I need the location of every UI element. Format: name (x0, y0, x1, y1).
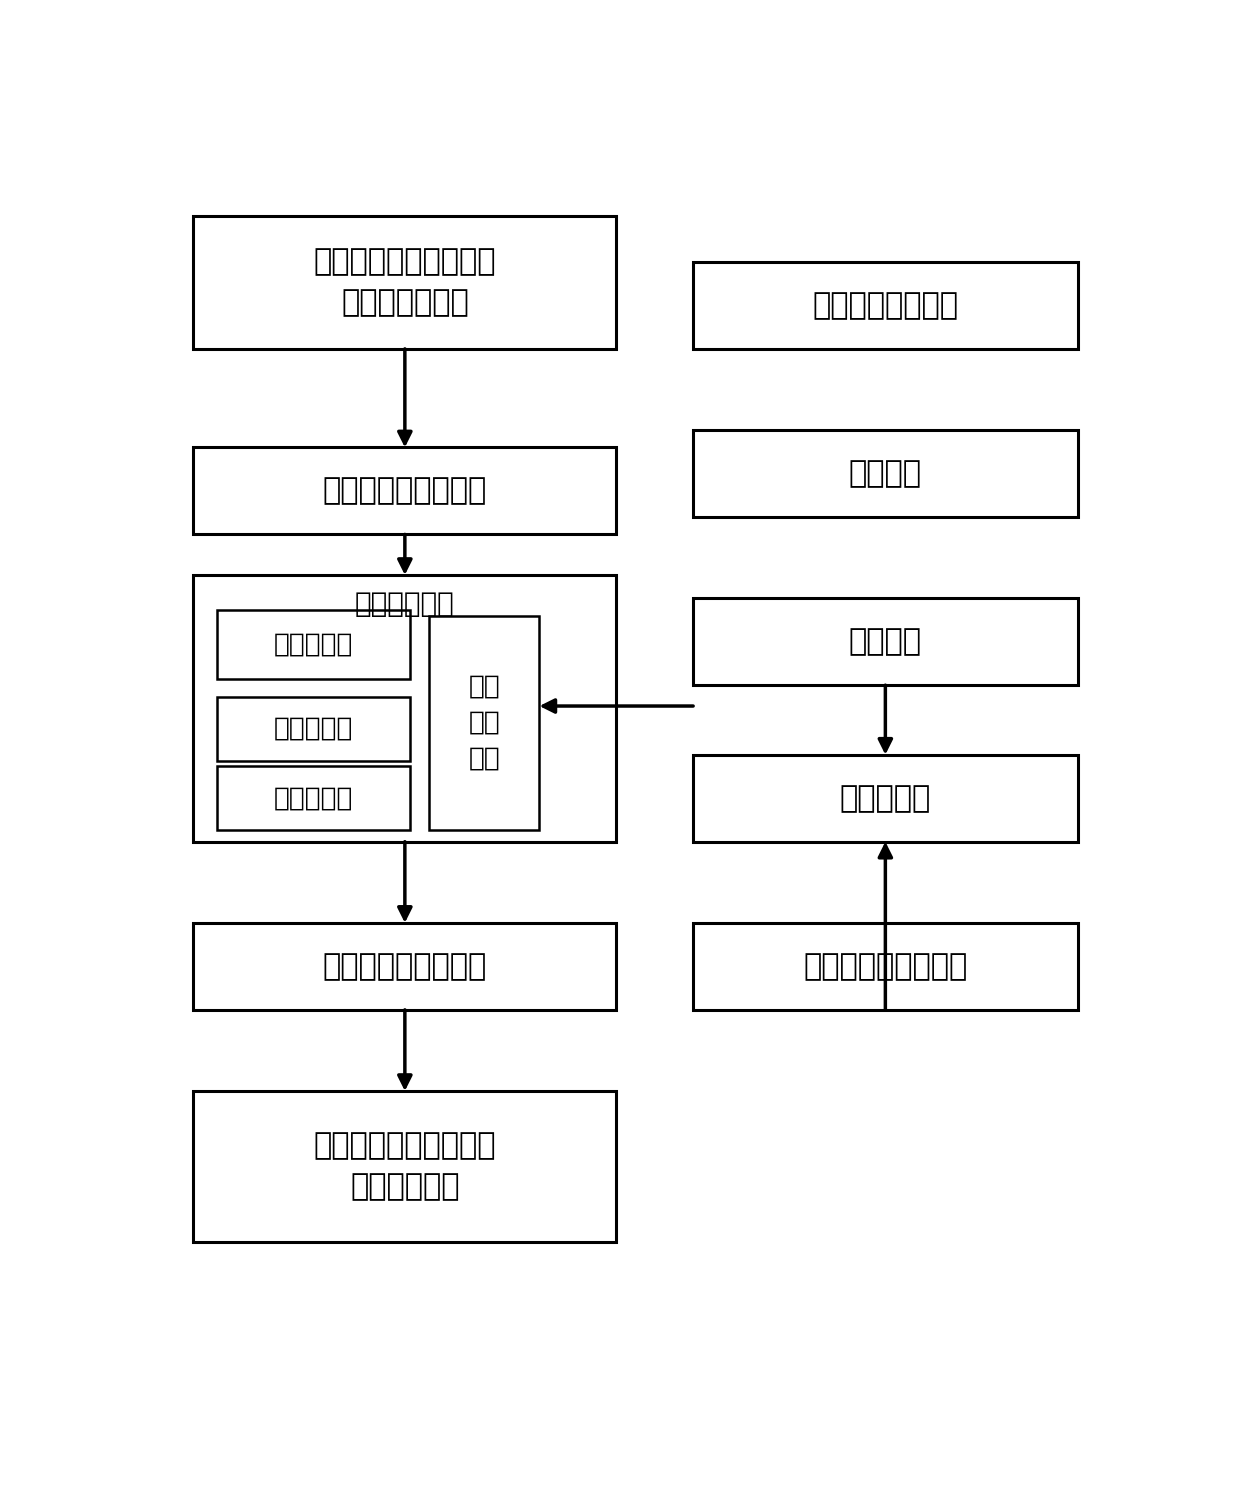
Bar (217, 697, 409, 761)
Bar (193, 923, 616, 1011)
Bar (693, 598, 1078, 685)
Text: 多路
复用
开关: 多路 复用 开关 (469, 673, 500, 773)
Bar (193, 447, 616, 535)
Text: 正负电脉冲产生装置: 正负电脉冲产生装置 (804, 952, 967, 980)
Bar (429, 616, 539, 830)
Text: 训练控制器: 训练控制器 (839, 783, 931, 813)
Text: 神经形态电路: 神经形态电路 (355, 590, 455, 617)
Text: 全局时钟: 全局时钟 (849, 459, 921, 488)
Bar (693, 923, 1078, 1011)
Bar (193, 1090, 616, 1242)
Text: 图像，声音，温度，压
力等各类传感器: 图像，声音，温度，压 力等各类传感器 (314, 247, 496, 316)
Text: 忆阻器阵列: 忆阻器阵列 (274, 631, 353, 658)
Bar (193, 215, 616, 349)
Bar (193, 575, 616, 842)
Text: 电池或者外部供电: 电池或者外部供电 (812, 291, 959, 319)
Bar (693, 755, 1078, 842)
Text: 非线性元件: 非线性元件 (274, 785, 353, 812)
Text: 外部监督: 外部监督 (849, 626, 921, 657)
Text: 信号差分器: 信号差分器 (274, 715, 353, 741)
Text: 输入传感信号调制器: 输入传感信号调制器 (322, 476, 487, 506)
Text: 马达、发光、发声、发
热等输出装置: 马达、发光、发声、发 热等输出装置 (314, 1131, 496, 1202)
Bar (693, 262, 1078, 349)
Text: 输出控制信号调制器: 输出控制信号调制器 (322, 952, 487, 980)
Bar (217, 610, 409, 679)
Bar (693, 431, 1078, 517)
Bar (217, 767, 409, 830)
